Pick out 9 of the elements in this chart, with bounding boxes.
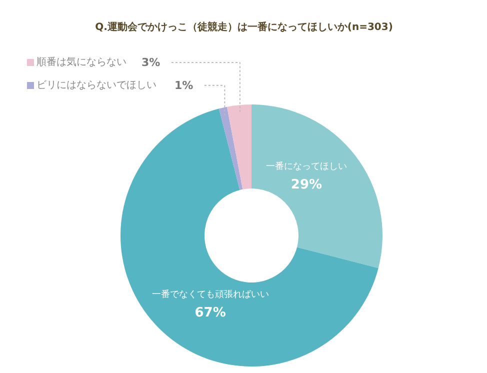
data-label: 1% (174, 79, 194, 92)
legend-label: ビリにはならないでほしい (36, 80, 156, 91)
slice-label: 一番でなくても頑張ればいい (152, 289, 269, 300)
data-label: 67% (194, 306, 226, 321)
data-label: 29% (290, 178, 322, 193)
slice-label: 一番になってほしい (266, 161, 347, 172)
data-label: 3% (142, 56, 160, 69)
legend-label: 順番は気にならない (36, 56, 126, 68)
chart-title: Q.運動会でかけっこ（徒競走）は一番になってほしいか(n=303) (95, 21, 393, 33)
